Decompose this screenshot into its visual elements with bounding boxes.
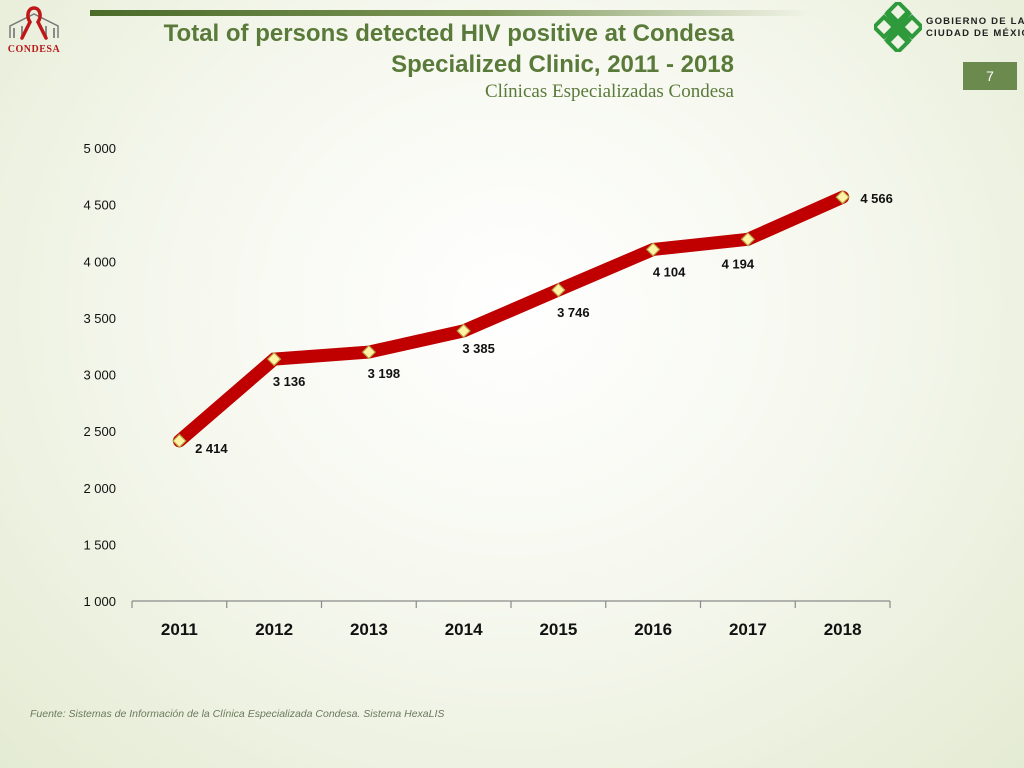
x-tick-label: 2012 xyxy=(255,620,293,639)
line-chart: 1 000 1 500 2 000 2 500 3 000 3 500 4 000 4 500… xyxy=(83,141,893,639)
y-tick-label: 3 000 xyxy=(83,368,116,383)
x-tick-label: 2018 xyxy=(824,620,862,639)
data-label: 3 198 xyxy=(368,366,401,381)
data-label: 4 566 xyxy=(860,191,893,206)
data-point-marker xyxy=(551,282,566,298)
data-point-marker xyxy=(361,344,377,360)
x-tick-label: 2013 xyxy=(350,620,388,639)
gov-logo-line-1: GOBIERNO DE LA xyxy=(926,16,1024,27)
y-tick-label: 5 000 xyxy=(83,141,116,156)
x-tick-label: 2017 xyxy=(729,620,767,639)
header-rule xyxy=(90,10,810,16)
data-labels-group: 2 414 3 136 3 198 3 385 3 746 4 104 4 194 4 566 xyxy=(195,191,893,456)
data-point-marker xyxy=(456,323,471,339)
y-tick-label: 2 500 xyxy=(83,424,116,439)
points-group xyxy=(172,189,850,449)
page-title-line-1: Total of persons detected HIV positive a… xyxy=(163,20,734,47)
series-group xyxy=(172,190,850,448)
data-point-marker xyxy=(266,351,282,367)
gobierno-cdmx-logo: GOBIERNO DE LA CIUDAD DE MÉXICO xyxy=(871,0,1024,55)
data-label: 3 746 xyxy=(557,305,590,320)
awareness-ribbon-icon xyxy=(9,6,59,40)
x-tick-label: 2011 xyxy=(161,620,198,639)
x-tick-label: 2014 xyxy=(445,620,483,639)
y-tick-label: 4 500 xyxy=(83,198,116,213)
x-axis: 2011 2012 2013 2014 2015 2016 2017 2018 xyxy=(131,600,891,639)
data-label: 3 385 xyxy=(462,341,495,356)
y-tick-label: 1 500 xyxy=(83,537,116,552)
y-tick-label: 4 000 xyxy=(83,254,116,269)
data-point-marker xyxy=(645,242,661,257)
data-point-marker xyxy=(172,433,187,449)
data-label: 2 414 xyxy=(195,441,228,456)
data-point-marker xyxy=(740,232,756,247)
condesa-logo-label: CONDESA xyxy=(7,44,61,55)
y-tick-label: 1 000 xyxy=(83,594,116,609)
series-line xyxy=(172,190,850,448)
y-tick-label: 3 500 xyxy=(83,311,116,326)
title-block: Total of persons detected HIV positive a… xyxy=(164,18,734,104)
data-point-marker xyxy=(835,189,850,205)
condesa-logo: CONDESA xyxy=(4,4,64,60)
y-axis: 1 000 1 500 2 000 2 500 3 000 3 500 4 000 4 500… xyxy=(83,141,116,609)
data-label: 3 136 xyxy=(273,374,306,389)
cdmx-emblem-icon xyxy=(871,0,925,55)
x-tick-label: 2016 xyxy=(634,620,672,639)
y-tick-label: 2 000 xyxy=(83,481,116,496)
page-title-line-2: Specialized Clinic, 2011 - 2018 xyxy=(391,51,734,78)
page-subtitle: Clínicas Especializadas Condesa xyxy=(484,81,734,102)
data-label: 4 194 xyxy=(722,256,755,271)
source-note: Fuente: Sistemas de Información de la Cl… xyxy=(30,708,445,720)
data-label: 4 104 xyxy=(653,264,686,279)
gov-logo-line-2: CIUDAD DE MÉXICO xyxy=(926,28,1024,39)
page-number-badge: 7 xyxy=(963,62,1017,90)
gov-logo-text: GOBIERNO DE LA CIUDAD DE MÉXICO xyxy=(926,16,1024,40)
x-tick-label: 2015 xyxy=(539,620,577,639)
